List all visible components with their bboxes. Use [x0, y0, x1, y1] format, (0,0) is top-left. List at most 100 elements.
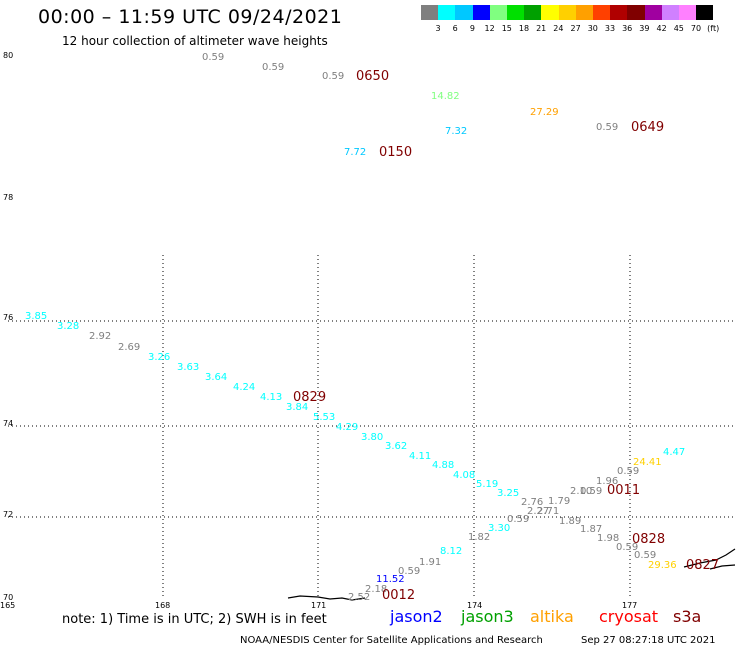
scale-swatch: [627, 5, 645, 20]
wave-height-value: 8.12: [440, 546, 462, 557]
wave-height-value: 7.72: [344, 147, 366, 158]
scale-swatch: [507, 5, 525, 20]
wave-height-value: 5.53: [313, 412, 335, 423]
wave-height-value: 2.71: [537, 506, 559, 517]
wave-height-value: 0.59: [398, 566, 420, 577]
wave-height-value: 2.18: [365, 584, 387, 595]
longitude-tick-label: 177: [622, 601, 637, 610]
satellite-legend-altika: altika: [530, 607, 574, 626]
latitude-tick-label: 78: [3, 193, 13, 202]
pass-time-label: 0649: [631, 120, 664, 135]
wave-height-value: 2.92: [89, 331, 111, 342]
wave-height-value: 2.52: [348, 592, 370, 603]
scale-swatch: [541, 5, 559, 20]
scale-label: 24: [553, 24, 564, 33]
wave-height-value: 0.59: [507, 514, 529, 525]
scale-swatch: [524, 5, 542, 20]
scale-label: 18: [518, 24, 530, 33]
wave-height-value: 0.59: [580, 486, 602, 497]
satellite-legend-cryosat: cryosat: [599, 607, 659, 626]
latitude-tick-label: 80: [3, 51, 13, 60]
scale-swatch: [679, 5, 697, 20]
wave-height-value: 2.27: [527, 506, 549, 517]
satellite-legend-jason2: jason2: [390, 607, 443, 626]
wave-height-value: 1.79: [548, 496, 570, 507]
wave-height-value: 11.52: [376, 574, 405, 585]
scale-swatch: [661, 5, 679, 20]
wave-height-value: 1.96: [596, 476, 618, 487]
scale-swatch: [421, 5, 439, 20]
wave-height-value: 3.63: [177, 362, 199, 373]
satellite-legend-s3a: s3a: [673, 607, 702, 626]
scale-label: 42: [656, 24, 667, 33]
longitude-tick-label: 165: [0, 601, 15, 610]
scale-swatch: [575, 5, 593, 20]
wave-height-value: 7.32: [445, 126, 467, 137]
scale-swatch: [489, 5, 507, 20]
longitude-tick-label: 171: [311, 601, 326, 610]
scale-label: 27: [570, 24, 581, 33]
longitude-tick-label: 174: [467, 601, 482, 610]
wave-height-value: 4.24: [233, 382, 255, 393]
scale-label: 6: [452, 24, 458, 33]
scale-swatch: [455, 5, 473, 20]
pass-time-label: 0829: [293, 390, 326, 405]
scale-label: 33: [604, 24, 616, 33]
page-subtitle: 12 hour collection of altimeter wave hei…: [62, 34, 328, 48]
wave-height-value: 1.98: [597, 533, 619, 544]
wave-height-value: 0.59: [202, 52, 224, 63]
wave-height-value: 1.91: [419, 557, 441, 568]
wave-height-value: 3.28: [57, 321, 79, 332]
wave-height-value: 4.29: [336, 422, 358, 433]
wave-height-value: 0.59: [617, 466, 639, 477]
scale-label: 30: [587, 24, 598, 33]
wave-height-value: 0.59: [634, 550, 656, 561]
wave-height-value: 3.30: [488, 523, 510, 534]
wave-height-value: 0.59: [616, 542, 638, 553]
wave-height-value: 4.08: [453, 470, 475, 481]
scale-swatch: [593, 5, 611, 20]
wave-height-value: 1.82: [468, 532, 490, 543]
wave-height-value: 3.25: [497, 488, 519, 499]
wave-height-value: 4.88: [432, 460, 454, 471]
pass-time-label: 0828: [632, 532, 665, 547]
wave-height-value: 0.59: [322, 71, 344, 82]
scale-label: 70: [690, 24, 702, 33]
wave-height-value: 1.87: [580, 524, 602, 535]
wave-height-value: 14.82: [431, 91, 460, 102]
latitude-tick-label: 74: [3, 419, 13, 428]
wave-height-value: 2.76: [521, 497, 543, 508]
wave-height-value: 27.29: [530, 107, 559, 118]
pass-time-label: 0150: [379, 145, 412, 160]
footnote: note: 1) Time is in UTC; 2) SWH is in fe…: [62, 612, 327, 627]
wave-height-value: 2.69: [118, 342, 140, 353]
wave-height-value: 4.11: [409, 451, 431, 462]
scale-label: 12: [484, 24, 495, 33]
wave-height-value: 0.59: [596, 122, 618, 133]
coastline: [287, 548, 736, 601]
pass-time-label: 0827: [686, 558, 719, 573]
wave-height-value: 3.84: [286, 402, 308, 413]
satellite-legend-jason3: jason3: [461, 607, 514, 626]
wave-height-value: 3.80: [361, 432, 383, 443]
wave-height-value: 24.41: [633, 457, 662, 468]
wave-height-value: 3.62: [385, 441, 407, 452]
wave-height-value: 2.10: [570, 486, 592, 497]
scale-label: 15: [501, 24, 512, 33]
wave-height-value: 5.19: [476, 479, 498, 490]
wave-height-value: 1.89: [559, 516, 581, 527]
latitude-tick-label: 72: [3, 510, 13, 519]
scale-swatch: [558, 5, 576, 20]
pass-time-label: 0650: [356, 69, 389, 84]
wave-height-value: 3.64: [205, 372, 227, 383]
scale-label: 45: [673, 24, 684, 33]
scale-label: 3: [435, 24, 441, 33]
wave-height-value: 3.85: [25, 311, 47, 322]
wave-height-value: 29.36: [648, 560, 677, 571]
wave-height-values: 0.590.590.5914.827.3227.290.597.723.853.…: [25, 52, 685, 603]
scale-label: 21: [536, 24, 547, 33]
latitude-tick-label: 70: [3, 593, 13, 602]
wave-height-value: 0.59: [262, 62, 284, 73]
wave-height-value: 4.47: [663, 447, 685, 458]
